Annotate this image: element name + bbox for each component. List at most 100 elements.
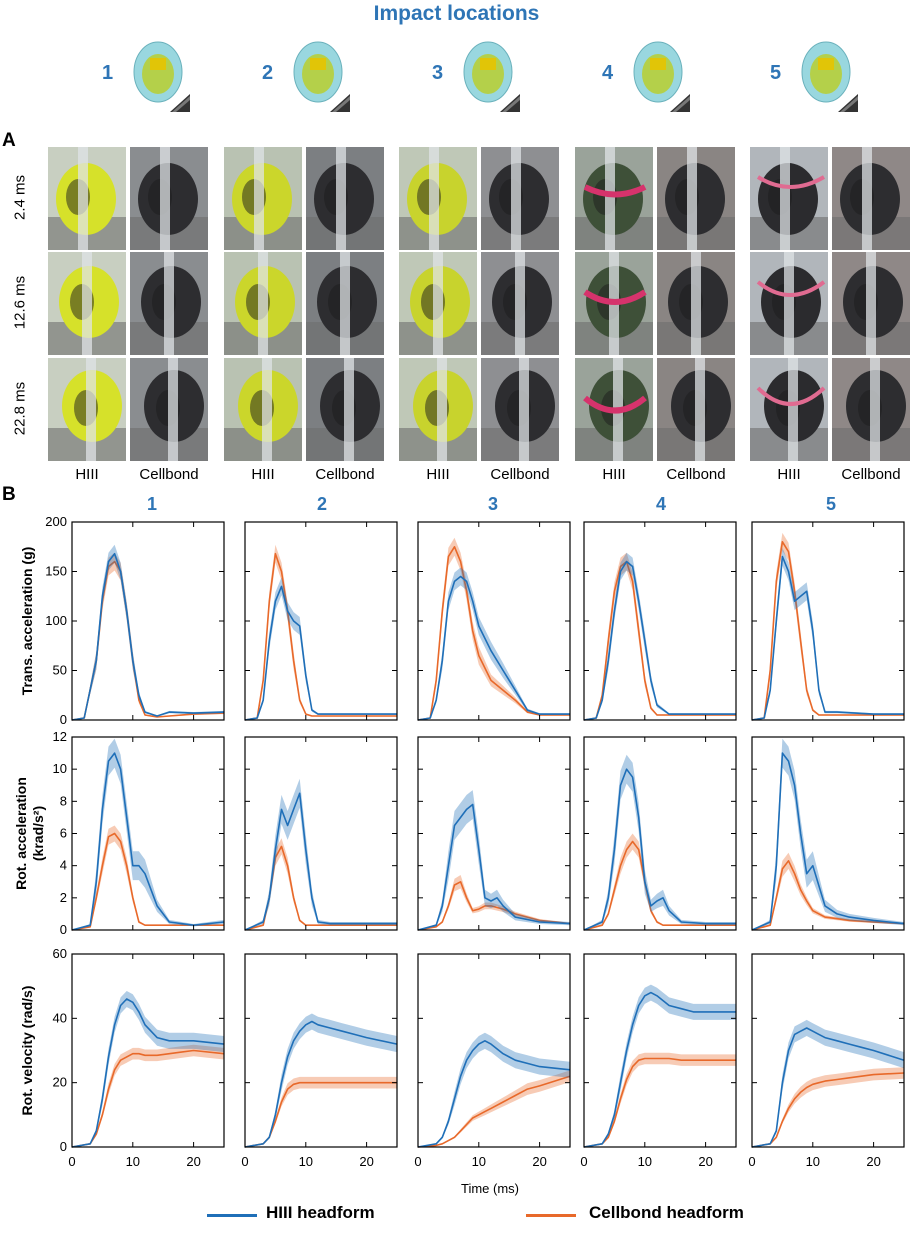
cellbond-series-line xyxy=(71,832,224,931)
x-tick-label: 10 xyxy=(126,1154,140,1169)
y-tick-label: 40 xyxy=(53,1010,67,1025)
x-tick-label: 10 xyxy=(638,1154,652,1169)
plot-frame xyxy=(583,521,737,721)
y-axis-label: Rot. acceleration(krad/s²) xyxy=(13,777,46,890)
cellbond-impact-photo xyxy=(657,252,735,355)
hiii-band xyxy=(72,544,224,720)
hiii-band xyxy=(418,567,570,720)
legend-cellbond-swatch xyxy=(526,1214,576,1217)
cellbond-series-line xyxy=(71,1049,225,1148)
x-tick-label: 10 xyxy=(472,1154,486,1169)
y-tick-label: 20 xyxy=(53,1075,67,1090)
cellbond-impact-photo xyxy=(657,358,735,461)
cellbond-series-line xyxy=(751,541,904,721)
x-tick-label: 10 xyxy=(806,1154,820,1169)
column-number-3: 3 xyxy=(487,494,498,514)
headform-label: Cellbond xyxy=(666,466,726,483)
y-tick-label: 6 xyxy=(60,826,67,841)
cellbond-impact-photo xyxy=(306,252,384,355)
hiii-impact-photo xyxy=(575,358,653,461)
cellbond-series-line xyxy=(751,1072,905,1148)
legend-cellbond-label: Cellbond headform xyxy=(589,1203,744,1222)
cellbond-band xyxy=(584,552,736,720)
cellbond-impact-photo xyxy=(130,358,208,461)
page-title: Impact locations xyxy=(373,2,540,25)
hiii-impact-photo xyxy=(750,358,828,461)
cellbond-series-line xyxy=(583,1057,736,1148)
cellbond-band xyxy=(584,1052,736,1147)
y-tick-label: 100 xyxy=(45,613,67,628)
hiii-series-line xyxy=(583,768,736,931)
column-number-4: 4 xyxy=(655,494,666,514)
headform-label: Cellbond xyxy=(841,466,901,483)
hiii-band xyxy=(418,790,570,930)
headform-label: HIII xyxy=(777,466,801,483)
y-tick-label: 2 xyxy=(60,890,67,905)
cellbond-series-line xyxy=(417,546,570,721)
hiii-series-line xyxy=(71,552,225,721)
headform-label: HIII xyxy=(602,466,626,483)
headform-label: Cellbond xyxy=(139,466,199,483)
x-tick-label: 0 xyxy=(748,1154,755,1169)
cellbond-series-line xyxy=(583,840,736,931)
hiii-series-line xyxy=(417,575,570,721)
plot-frame xyxy=(751,953,905,1148)
hiii-series-line xyxy=(244,585,397,721)
hiii-impact-photo xyxy=(575,147,653,250)
x-axis-label: Time (ms) xyxy=(461,1181,519,1196)
column-number-2: 2 xyxy=(316,494,327,514)
impact-location-number-2: 2 xyxy=(262,62,274,84)
helmet-impact-icon xyxy=(463,41,520,112)
cellbond-impact-photo xyxy=(481,147,559,250)
cellbond-series-line xyxy=(751,860,905,931)
y-tick-label: 150 xyxy=(45,564,67,579)
cellbond-impact-photo xyxy=(832,252,910,355)
hiii-impact-photo xyxy=(399,358,477,461)
cellbond-band xyxy=(245,544,397,720)
hiii-impact-photo xyxy=(224,252,302,355)
x-tick-label: 20 xyxy=(698,1154,712,1169)
hiii-series-line xyxy=(583,991,736,1148)
helmet-impact-icon xyxy=(293,41,350,112)
hiii-impact-photo xyxy=(750,147,828,250)
hiii-band xyxy=(72,991,224,1147)
cellbond-impact-photo xyxy=(306,358,384,461)
cellbond-band xyxy=(584,833,736,930)
hiii-series-line xyxy=(244,1020,398,1148)
panel-b-charts: Trans. acceleration (g)050100150200Rot. … xyxy=(13,514,905,1196)
hiii-impact-photo xyxy=(48,252,126,355)
panel-b-letter: B xyxy=(2,484,16,505)
plot-frame xyxy=(71,953,225,1148)
impact-location-number-1: 1 xyxy=(102,62,114,84)
cellbond-series-line xyxy=(71,560,225,721)
impact-location-number-5: 5 xyxy=(770,62,782,84)
hiii-impact-photo xyxy=(48,358,126,461)
x-tick-label: 0 xyxy=(414,1154,421,1169)
y-tick-label: 0 xyxy=(60,712,67,727)
cellbond-impact-photo xyxy=(832,147,910,250)
legend-hiii-label: HIII headform xyxy=(266,1203,375,1222)
plot-frame xyxy=(244,953,398,1148)
cellbond-band xyxy=(752,1067,904,1147)
hiii-band xyxy=(72,738,224,930)
hiii-impact-photo xyxy=(575,252,653,355)
cellbond-series-line xyxy=(417,1075,571,1148)
hiii-band xyxy=(584,552,736,720)
headform-label: HIII xyxy=(426,466,450,483)
hiii-impact-photo xyxy=(224,358,302,461)
x-tick-label: 20 xyxy=(186,1154,200,1169)
cellbond-band xyxy=(245,838,397,930)
cellbond-impact-photo xyxy=(832,358,910,461)
y-tick-label: 200 xyxy=(45,514,67,529)
cellbond-band xyxy=(72,1044,224,1147)
y-tick-label: 0 xyxy=(60,922,67,937)
y-tick-label: 0 xyxy=(60,1139,67,1154)
headform-label: HIII xyxy=(75,466,99,483)
cellbond-impact-photo xyxy=(130,252,208,355)
x-tick-label: 10 xyxy=(299,1154,313,1169)
cellbond-impact-photo xyxy=(481,252,559,355)
y-tick-label: 4 xyxy=(60,858,67,873)
headform-label: HIII xyxy=(251,466,275,483)
x-tick-label: 0 xyxy=(68,1154,75,1169)
plot-frame xyxy=(417,953,571,1148)
